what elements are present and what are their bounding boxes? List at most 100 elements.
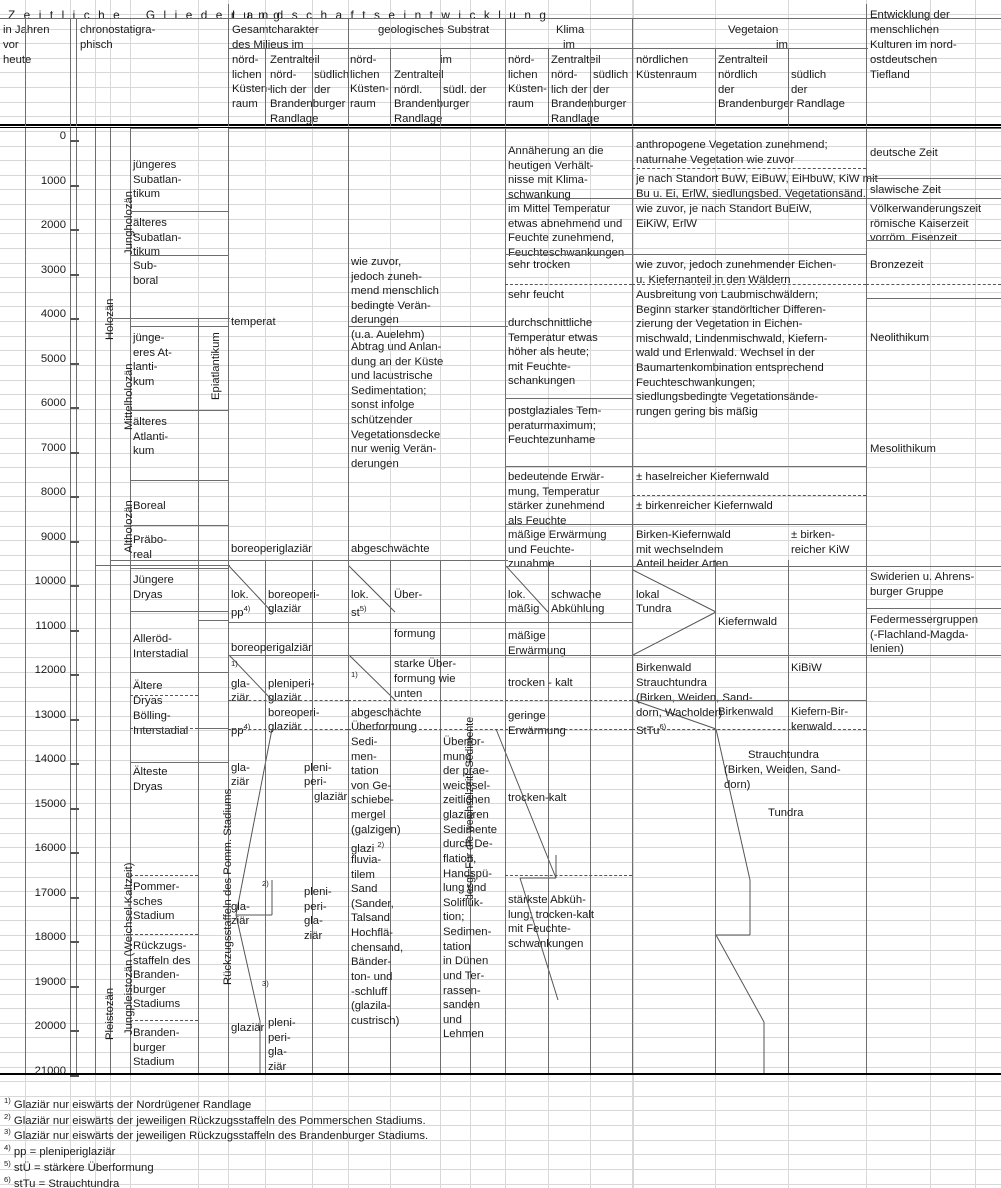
klima-b5-4: schankungen — [508, 375, 576, 388]
substrat-abgeschwaechte: abgeschwächte — [351, 543, 430, 555]
header-kulturen-4: ostdeutschen — [870, 54, 938, 66]
kultur-federmesser-0: Federmessergruppen — [870, 614, 979, 626]
kultur-swiderien-0: Swiderien u. Ahrens- — [870, 571, 975, 583]
header-substrat-im: im — [440, 54, 452, 66]
stage-aelteres-subatlantikum-1: Subatlan- — [133, 231, 182, 244]
klima-b7-0: bedeutende Erwär- — [508, 471, 605, 483]
body-v-rule-4 — [110, 128, 111, 1075]
klima-b2-3: Feuchteschwankungen — [508, 246, 625, 259]
stage-aelteres-atlantikum-2: kum — [133, 445, 155, 458]
klima-b5-3: mit Feuchte- — [508, 360, 571, 373]
milieu-lok: lok. — [231, 589, 249, 601]
veg-v5-8: rungen gering bis mäßig — [636, 405, 758, 418]
header-substrat-nord-0: nörd- — [350, 54, 377, 66]
milieu-dash-2 — [228, 729, 348, 730]
header-bottom-rule-2 — [0, 127, 1001, 128]
header-milieu-nord-3: raum — [232, 97, 258, 110]
klima-rule-4 — [505, 466, 632, 467]
milieu-glaziaer-last: glaziär — [231, 1022, 265, 1034]
scale-tick-4000: 4000 — [40, 308, 66, 320]
body-v-rule-17 — [632, 128, 633, 1075]
scale-tickmark-15000 — [70, 807, 79, 810]
body-v-rule-15 — [548, 560, 549, 1075]
klima-b2-2: Feuchte zunehmend, — [508, 232, 615, 245]
header-klima-bbr: Brandenburger — [551, 98, 627, 110]
chrono-h-rule-2 — [95, 565, 230, 566]
klima-rule-6 — [505, 566, 632, 567]
stage-juengeres-subatlantikum-1: Subatlan- — [133, 173, 182, 186]
substrat-sedcol-b-4: Talsand — [351, 912, 390, 925]
substrat-sup1: 1) — [351, 670, 358, 679]
milieu-boreoperi-1: boreoperi- — [268, 589, 320, 601]
kultur-slawische-zeit: slawische Zeit — [870, 184, 941, 196]
scale-tickmark-5000 — [70, 362, 79, 365]
veg-v7: ± birkenreicher Kiefernwald — [636, 500, 773, 512]
footnote-1: 1) Glaziär nur eiswärts der Nordrügener … — [4, 1096, 252, 1111]
scale-tick-20000: 20000 — [34, 1020, 66, 1032]
body-v-rule-11 — [390, 560, 391, 1075]
scale-tick-17000: 17000 — [34, 886, 66, 899]
milieu-boreoperi-2: boreoperi- — [268, 707, 320, 719]
scale-tickmark-9000 — [70, 540, 79, 543]
substrat-block2-6: Vegetationsdecke — [351, 428, 441, 441]
body-v-rule-16 — [590, 560, 591, 1075]
veg-strauch-det-1-1: dorn, Wacholder) — [636, 706, 723, 719]
kultur-rule-6 — [866, 608, 1001, 609]
stage-juengeres-atlantikum-2: lanti- — [133, 361, 158, 374]
veg-dash-4 — [632, 168, 866, 169]
v-rule-kl-b — [548, 48, 549, 126]
veg-v4-1: u. Kiefernanteil in den Wäldern — [636, 273, 791, 286]
chrono-dash-rueck — [130, 934, 198, 935]
veg-v5-2: zierung der Vegetation in Eichen- — [636, 318, 803, 331]
klima-b8-0: mäßige Erwärmung — [508, 529, 607, 541]
header-kulturen-3: Kulturen im nord- — [870, 39, 957, 51]
scale-tick-2000: 2000 — [40, 219, 66, 231]
klima-b10-0: trocken - kalt — [508, 677, 573, 689]
veg-lokal: lokal — [636, 589, 660, 601]
stage-aelteres-subatlantikum-0: älteres — [133, 217, 167, 229]
milieu-peri-2: peri- — [304, 776, 327, 788]
stage-rueckzugsstaffeln-bbr-1: staffeln des — [133, 954, 191, 967]
kultur-deutsche-zeit: deutsche Zeit — [870, 147, 938, 159]
v-rule-landschaft — [228, 4, 229, 126]
header-milieu-2: des Milieus im — [232, 39, 304, 51]
scale-tickmark-1000 — [70, 184, 79, 187]
veg-v5-7: siedlungsbedingte Vegetationsände- — [636, 391, 819, 404]
body-v-rule-2 — [76, 128, 77, 1075]
klima-lok: lok. — [508, 589, 526, 601]
v-rule-milieu-b — [265, 48, 266, 126]
veg-tundra: Tundra — [636, 603, 672, 615]
v-rule-vegetation — [632, 18, 633, 126]
chrono-h-rule-10 — [130, 611, 228, 612]
header-substrat: geologisches Substrat — [378, 24, 490, 36]
header-veg-suedl-1: südlich — [791, 69, 827, 81]
stage-pommersches-0: Pommer- — [133, 881, 180, 893]
stage-aelteste-dryas-0: Älteste — [133, 766, 168, 778]
substrat-block2-1: dung an der Küste — [351, 355, 444, 368]
stage-juengeres-subatlantikum-0: jüngeres — [133, 159, 177, 171]
veg-kiefern-birkenwald-0: Kiefern-Bir- — [791, 706, 849, 718]
milieu-gla-1: gla- — [231, 678, 250, 690]
substrat-sedcol-a-2: tation — [351, 765, 379, 778]
era-pleistozaen: Pleistozän — [104, 987, 116, 1040]
header-kulturen-2: menschlichen — [870, 24, 940, 36]
kultur-mesolithikum: Mesolithikum — [870, 443, 936, 455]
veg-v1-1: naturnahe Vegetation wie zuvor — [636, 153, 795, 166]
klima-b6-2: Feuchtezunhame — [508, 434, 596, 447]
header-milieu-suedl-1: südlich — [314, 69, 350, 81]
veg-birkenwald-1: Birkenwald — [636, 662, 692, 674]
scale-tickmark-2000 — [70, 229, 79, 231]
veg-rule-4 — [632, 655, 866, 656]
kultur-rule-7 — [866, 655, 1001, 656]
scale-tickmark-11000 — [70, 629, 79, 632]
scale-tick-8000: 8000 — [40, 486, 66, 498]
header-klima-suedl-1: südlich — [593, 69, 629, 81]
klima-rule-1 — [505, 198, 632, 199]
substrat-sedcol-a-4: schiebe- — [351, 794, 394, 807]
header-chrono-2: phisch — [80, 39, 113, 51]
stage-subboral-0: Sub- — [133, 260, 157, 272]
header-substrat-zentral: Zentralteil — [394, 69, 444, 81]
milieu-sup3: 3) — [262, 979, 269, 988]
klima-dash-4 — [505, 875, 632, 876]
header-substrat-suedl: südl. der — [443, 84, 487, 96]
